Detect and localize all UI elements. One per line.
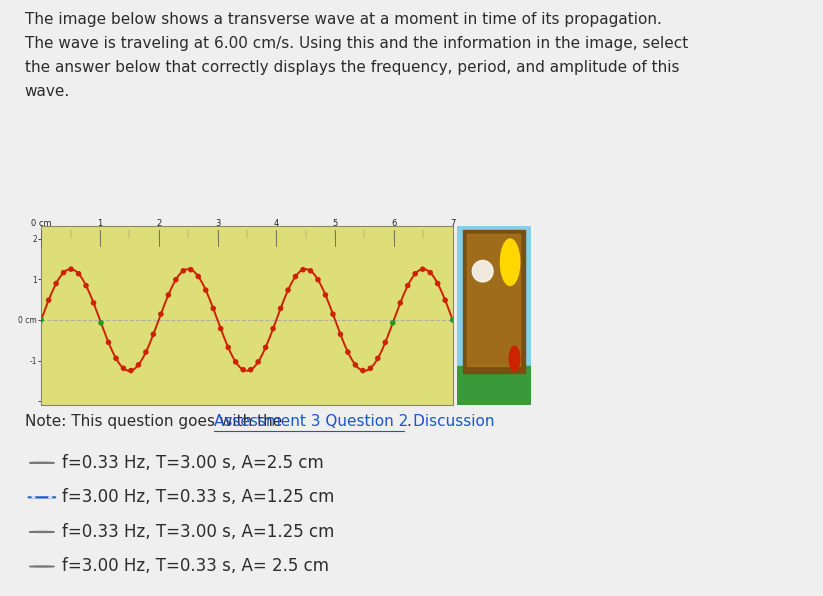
Point (95, 318, 108, 328)
Point (207, 304, 220, 313)
Point (439, 296, 452, 305)
Point (431, 279, 444, 288)
Point (267, 324, 280, 333)
Text: 0 cm: 0 cm (30, 219, 52, 228)
Point (252, 357, 265, 367)
Point (371, 353, 384, 363)
Point (80, 281, 93, 290)
Text: 3: 3 (215, 219, 221, 228)
Point (259, 343, 272, 352)
Point (214, 324, 227, 333)
Point (72, 269, 85, 278)
Point (281, 285, 295, 295)
Point (57, 268, 70, 277)
Point (154, 309, 167, 319)
Point (244, 365, 258, 374)
Point (177, 266, 190, 275)
Point (146, 330, 160, 339)
Bar (467, 234, 520, 366)
Point (274, 304, 287, 313)
Text: 5: 5 (332, 219, 337, 228)
Circle shape (509, 346, 520, 371)
Bar (463, 230, 525, 373)
Text: Note: This question goes with the: Note: This question goes with the (25, 414, 286, 429)
Ellipse shape (472, 260, 493, 282)
Point (334, 330, 347, 339)
Point (102, 337, 115, 347)
Point (289, 272, 302, 281)
Point (386, 318, 399, 328)
Point (416, 265, 430, 274)
Point (64, 265, 77, 274)
Point (184, 265, 198, 274)
Point (42, 296, 55, 305)
Point (170, 275, 183, 284)
Point (221, 343, 235, 352)
Point (356, 366, 370, 375)
Text: 1: 1 (97, 219, 103, 228)
Text: 6: 6 (391, 219, 397, 228)
Point (424, 268, 437, 277)
Text: f=0.33 Hz, T=3.00 s, A=2.5 cm: f=0.33 Hz, T=3.00 s, A=2.5 cm (63, 454, 324, 472)
Point (319, 290, 332, 300)
Point (342, 347, 355, 357)
Text: f=0.33 Hz, T=3.00 s, A=1.25 cm: f=0.33 Hz, T=3.00 s, A=1.25 cm (63, 523, 335, 541)
Point (236, 365, 249, 374)
Text: .: . (406, 414, 411, 429)
Text: 4: 4 (274, 219, 279, 228)
Point (409, 269, 422, 278)
Point (349, 360, 362, 370)
Point (162, 290, 175, 300)
Circle shape (500, 239, 520, 285)
Point (304, 266, 317, 275)
Point (393, 298, 407, 308)
Point (124, 366, 137, 375)
Circle shape (28, 497, 56, 498)
Text: f=3.00 Hz, T=0.33 s, A=1.25 cm: f=3.00 Hz, T=0.33 s, A=1.25 cm (63, 488, 335, 507)
Point (379, 337, 392, 347)
Point (199, 285, 212, 295)
Point (49, 279, 63, 288)
Point (401, 281, 414, 290)
Point (87, 298, 100, 308)
Point (132, 360, 145, 370)
Point (192, 272, 205, 281)
Text: Assessment 3 Question 2 Discussion: Assessment 3 Question 2 Discussion (214, 414, 495, 429)
Text: f=3.00 Hz, T=0.33 s, A= 2.5 cm: f=3.00 Hz, T=0.33 s, A= 2.5 cm (63, 557, 329, 576)
Point (35, 315, 48, 325)
Point (446, 315, 459, 325)
Circle shape (32, 497, 52, 498)
Point (296, 265, 309, 274)
Point (327, 309, 340, 319)
Point (109, 353, 123, 363)
Text: 7: 7 (450, 219, 455, 228)
Text: The image below shows a transverse wave at a moment in time of its propagation.
: The image below shows a transverse wave … (25, 12, 688, 99)
Point (364, 364, 377, 373)
Point (139, 347, 152, 357)
Point (229, 357, 242, 367)
Text: 2: 2 (156, 219, 161, 228)
Bar (457, 366, 531, 405)
Point (117, 364, 130, 373)
Point (311, 275, 324, 284)
